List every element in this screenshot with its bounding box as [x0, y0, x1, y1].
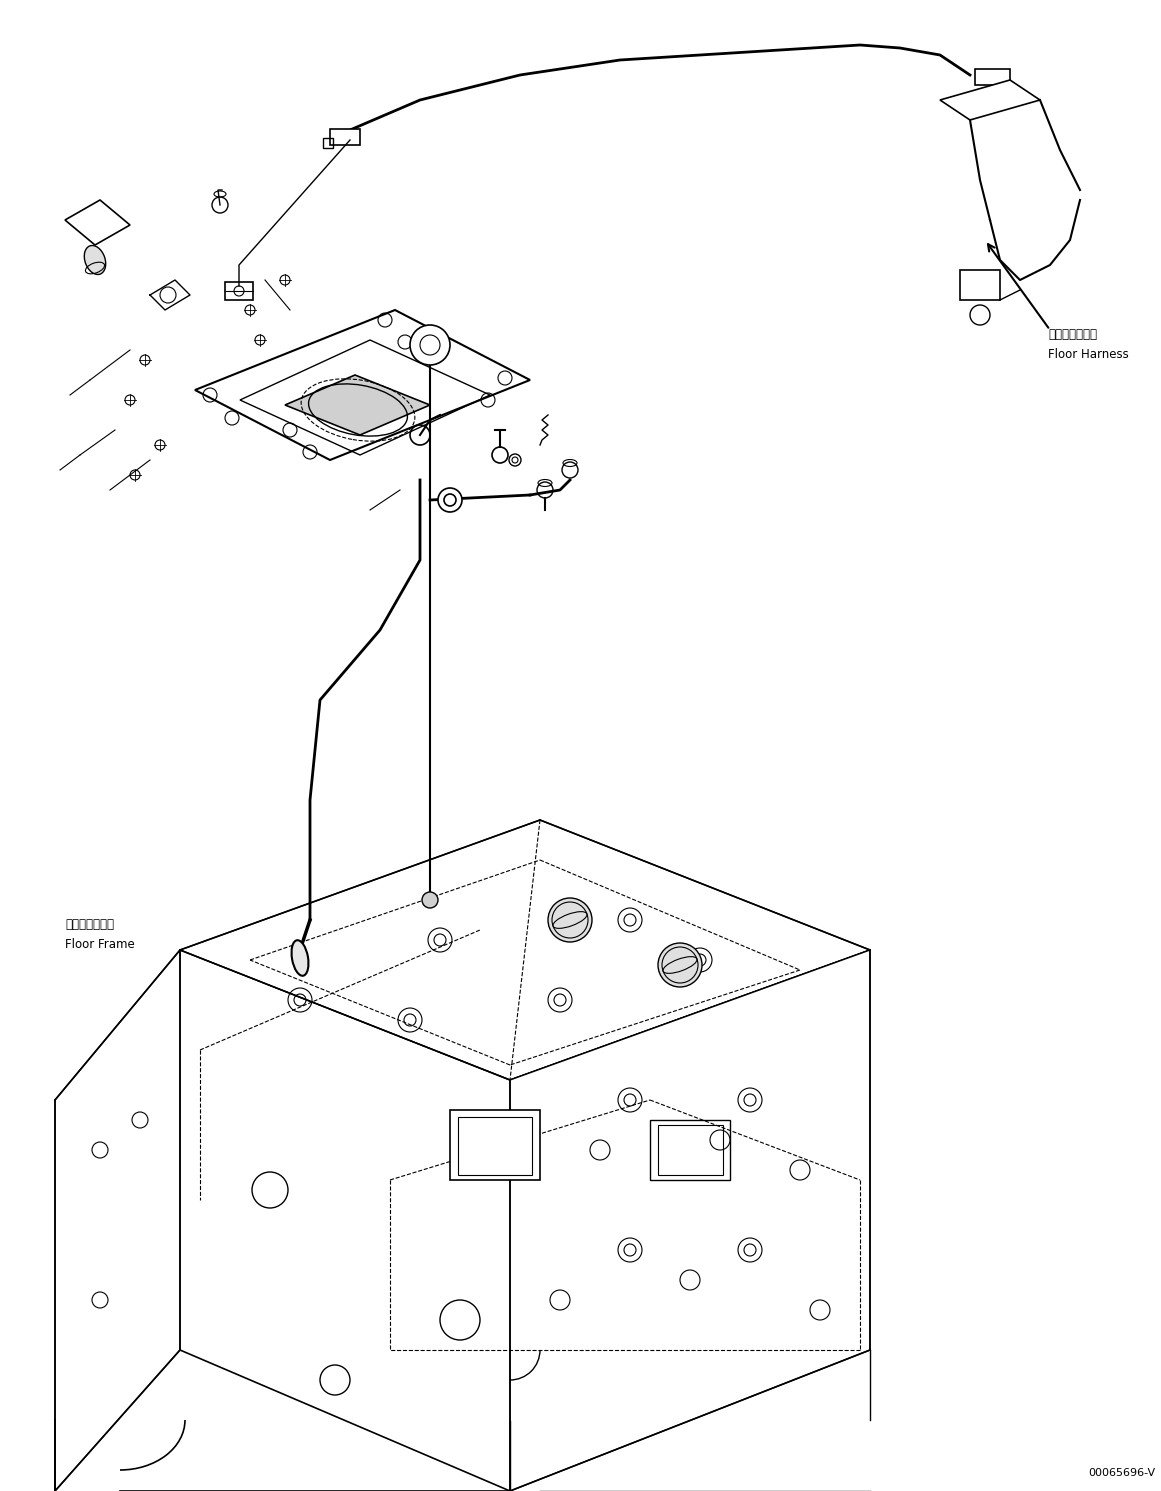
- Circle shape: [421, 892, 438, 908]
- Bar: [650, 1120, 730, 1179]
- Polygon shape: [65, 200, 130, 245]
- Circle shape: [658, 942, 702, 987]
- Ellipse shape: [291, 941, 309, 975]
- Bar: [330, 130, 360, 145]
- Text: Floor Frame: Floor Frame: [65, 938, 135, 951]
- Polygon shape: [180, 820, 870, 1079]
- Polygon shape: [284, 376, 430, 435]
- Circle shape: [410, 325, 450, 365]
- Polygon shape: [940, 81, 1040, 119]
- Ellipse shape: [85, 246, 106, 274]
- Polygon shape: [195, 310, 531, 461]
- Circle shape: [548, 898, 592, 942]
- Text: フロアハーネス: フロアハーネス: [1048, 328, 1097, 341]
- Bar: [975, 69, 1010, 85]
- Text: 00065696-V: 00065696-V: [1088, 1469, 1155, 1478]
- Bar: [225, 282, 253, 300]
- Text: フロアフレーム: フロアフレーム: [65, 918, 114, 930]
- Bar: [960, 270, 1000, 300]
- Text: Floor Harness: Floor Harness: [1048, 347, 1128, 361]
- Bar: [457, 1117, 532, 1175]
- Bar: [323, 139, 333, 148]
- Bar: [450, 1109, 540, 1179]
- Polygon shape: [510, 950, 870, 1491]
- Polygon shape: [55, 950, 180, 1491]
- Circle shape: [438, 488, 462, 511]
- Bar: [658, 1126, 723, 1175]
